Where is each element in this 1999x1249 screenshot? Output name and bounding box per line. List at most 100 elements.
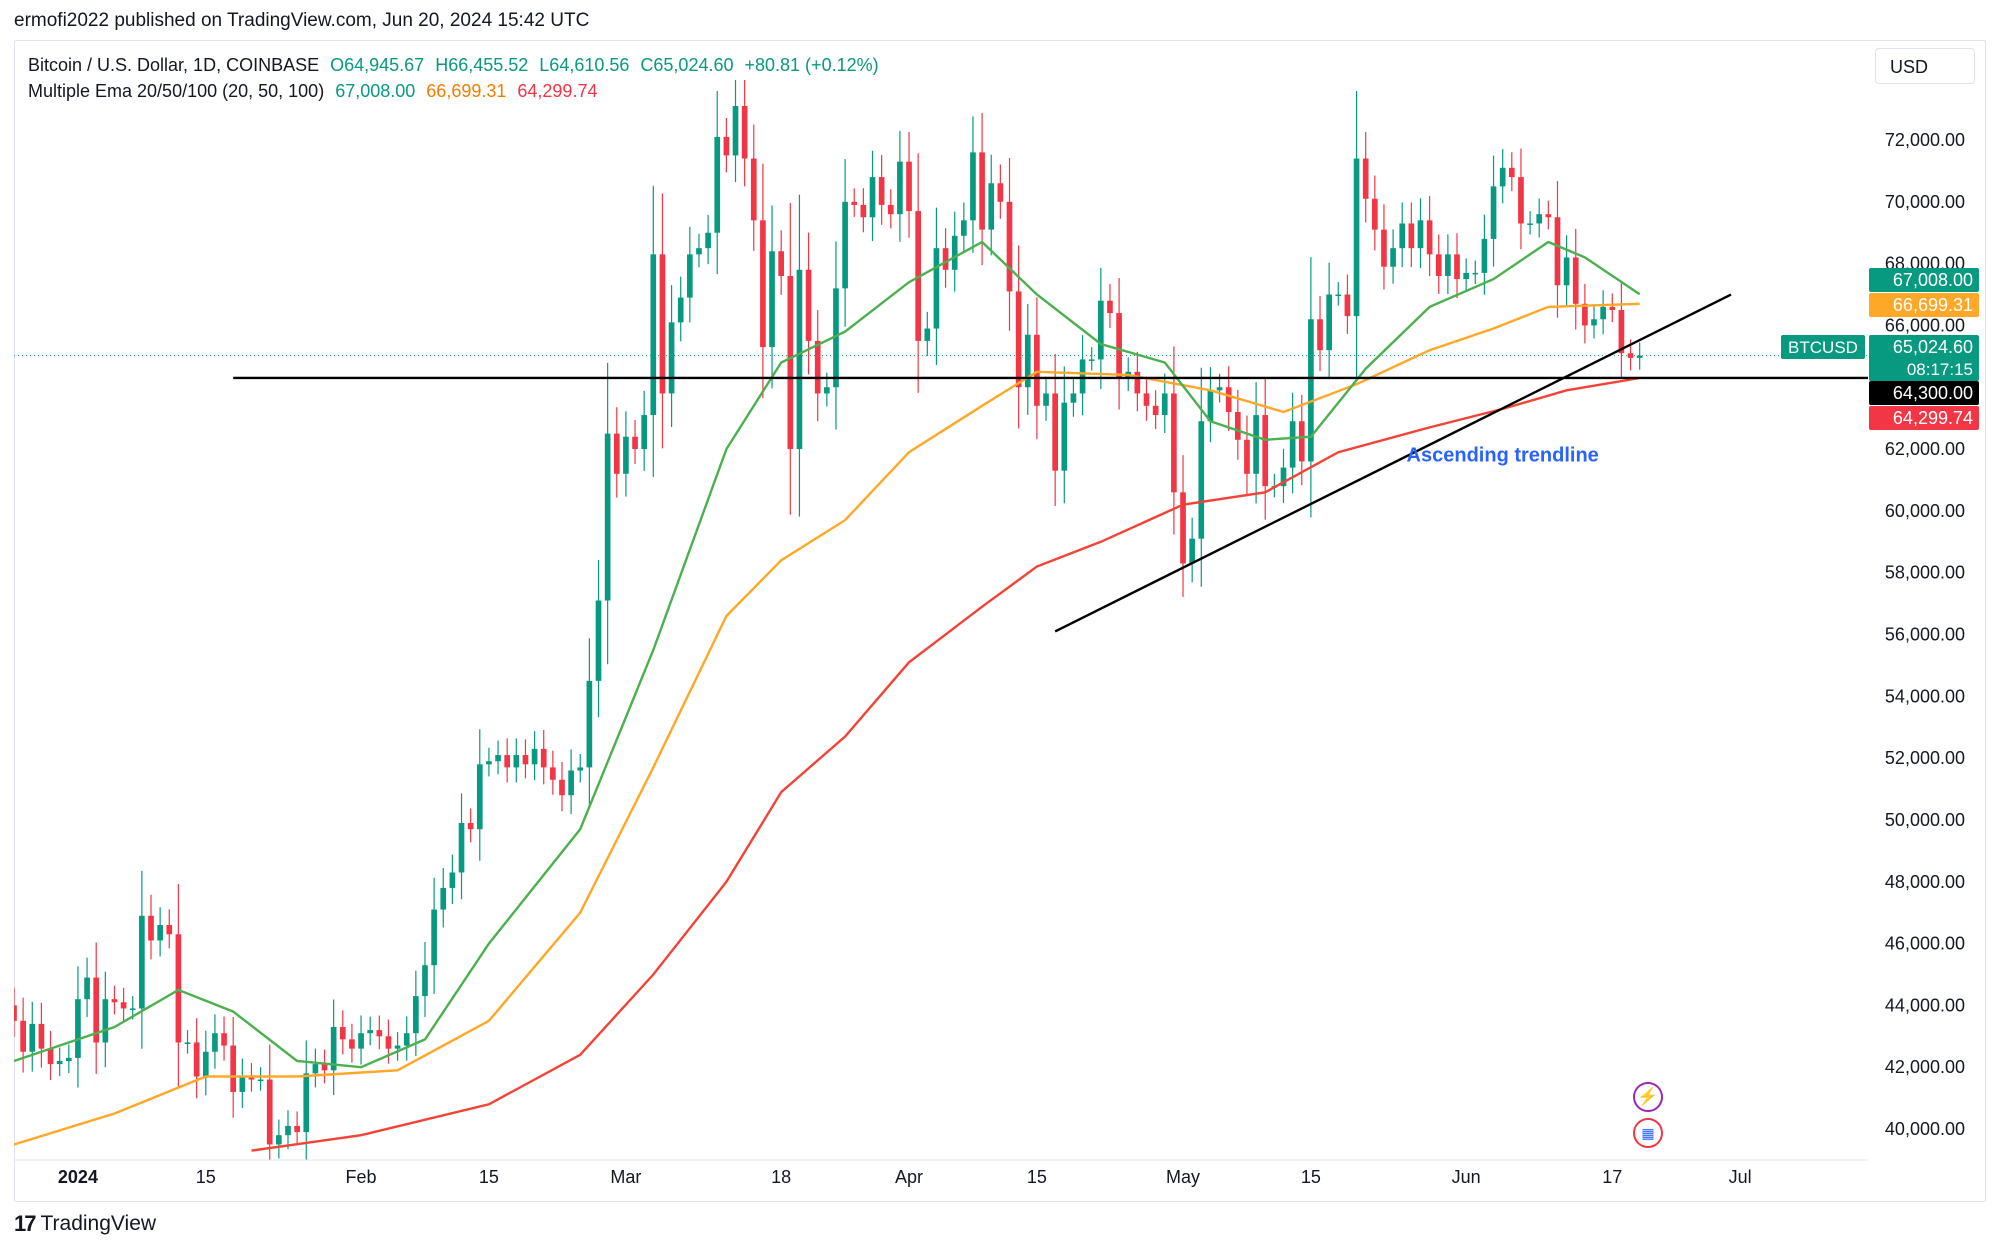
candle-body bbox=[385, 1036, 392, 1049]
candle-body bbox=[595, 600, 602, 681]
ema-label: Multiple Ema 20/50/100 (20, 50, 100) bbox=[28, 81, 325, 101]
candle-body bbox=[1417, 220, 1424, 249]
candle-body bbox=[1180, 492, 1186, 564]
candle-body bbox=[1426, 220, 1433, 255]
us-calendar-icon[interactable]: ▦ bbox=[1633, 1118, 1663, 1148]
candle-body bbox=[1225, 387, 1232, 412]
y-tick-label: 46,000.00 bbox=[1885, 934, 1965, 954]
candle-body bbox=[157, 925, 163, 941]
candle-body bbox=[641, 415, 648, 450]
candle-body bbox=[1298, 421, 1305, 462]
candle-body bbox=[696, 248, 702, 255]
y-tick-label: 50,000.00 bbox=[1885, 810, 1965, 830]
ema50-value: 66,699.31 bbox=[426, 81, 507, 101]
candle-body bbox=[1070, 393, 1077, 403]
candle-body bbox=[349, 1039, 355, 1049]
tradingview-mark-icon: 17 bbox=[14, 1211, 37, 1236]
candle-body bbox=[787, 275, 794, 450]
candle-body bbox=[1435, 254, 1442, 276]
candle-body bbox=[979, 152, 985, 230]
candle-body bbox=[166, 925, 173, 935]
candle-body bbox=[1600, 306, 1606, 320]
candle-body bbox=[1344, 294, 1351, 317]
candle-body bbox=[358, 1033, 364, 1049]
tradingview-logo[interactable]: 17 TradingView bbox=[14, 1211, 156, 1237]
candle-body bbox=[1253, 415, 1259, 474]
candle-body bbox=[559, 779, 565, 796]
candle-body bbox=[1362, 158, 1369, 199]
trendline-annotation: Ascending trendline bbox=[1407, 444, 1599, 466]
candle-body bbox=[851, 201, 858, 205]
candle-body bbox=[148, 915, 154, 941]
candle-body bbox=[513, 755, 520, 768]
candle-body bbox=[1472, 272, 1479, 275]
candle-body bbox=[120, 1002, 127, 1009]
candle-body bbox=[504, 755, 511, 768]
candle-body bbox=[102, 999, 109, 1043]
x-tick-label: 15 bbox=[479, 1167, 499, 1187]
candle-body bbox=[1527, 223, 1533, 225]
candle-body bbox=[257, 1079, 264, 1082]
candle-body bbox=[1609, 306, 1616, 310]
tradingview-brand: TradingView bbox=[40, 1212, 157, 1235]
candle-body bbox=[723, 136, 730, 156]
y-tick-label: 40,000.00 bbox=[1885, 1119, 1965, 1139]
candle-body bbox=[1052, 393, 1058, 471]
candle-body bbox=[330, 1027, 337, 1071]
candle-body bbox=[540, 748, 547, 768]
candle-body bbox=[1234, 411, 1241, 440]
ohlc-change: +80.81 (+0.12%) bbox=[744, 55, 879, 75]
candle-body bbox=[1508, 167, 1515, 178]
price-axis-label-box bbox=[1869, 268, 1979, 292]
candle-body bbox=[568, 770, 574, 796]
candle-body bbox=[650, 254, 657, 416]
candle-body bbox=[1582, 303, 1588, 326]
candle-body bbox=[687, 254, 693, 298]
candle-body bbox=[1618, 309, 1625, 354]
candle-body bbox=[1636, 355, 1643, 358]
lightning-icon[interactable]: ⚡ bbox=[1633, 1082, 1663, 1112]
candle-body bbox=[677, 297, 684, 323]
candle-body bbox=[522, 755, 529, 765]
candle-body bbox=[668, 322, 675, 394]
ascending-trendline bbox=[1054, 293, 1732, 633]
candle-body bbox=[321, 1064, 328, 1071]
ema50-line bbox=[14, 302, 1640, 1146]
symbol-tag-box bbox=[1781, 335, 1865, 359]
candle-body bbox=[1490, 186, 1497, 239]
candle-body bbox=[1097, 300, 1104, 360]
candle-body bbox=[129, 1008, 136, 1010]
candle-body bbox=[769, 251, 775, 348]
candle-body bbox=[212, 1033, 218, 1052]
candle-body bbox=[1399, 223, 1406, 249]
candle-body bbox=[1572, 257, 1579, 304]
candle-body bbox=[175, 934, 182, 1043]
y-tick-label: 42,000.00 bbox=[1885, 1057, 1965, 1077]
currency-button[interactable]: USD bbox=[1875, 48, 1975, 84]
candle-body bbox=[997, 183, 1004, 202]
price-axis-label: 64,299.74 bbox=[1893, 408, 1973, 428]
price-axis-label-box bbox=[1869, 381, 1979, 405]
price-axis-label: 65,024.60 bbox=[1893, 337, 1973, 357]
candle-body bbox=[239, 1076, 246, 1092]
candle-body bbox=[869, 177, 876, 218]
candle-body bbox=[1024, 334, 1031, 388]
countdown-label: 08:17:15 bbox=[1907, 360, 1973, 379]
candle-body bbox=[1006, 201, 1013, 292]
candle-body bbox=[942, 248, 949, 270]
candle-body bbox=[276, 1135, 282, 1145]
candle-body bbox=[623, 436, 629, 474]
candle-body bbox=[805, 269, 812, 341]
price-axis-label: 64,300.00 bbox=[1893, 383, 1973, 403]
candle-body bbox=[732, 106, 739, 156]
ema100-value: 64,299.74 bbox=[517, 81, 598, 101]
price-axis-label: 67,008.00 bbox=[1893, 270, 1973, 290]
y-tick-label: 58,000.00 bbox=[1885, 563, 1965, 583]
candle-body bbox=[632, 436, 638, 450]
candle-body bbox=[824, 387, 830, 394]
candle-body bbox=[248, 1076, 255, 1080]
candle-body bbox=[970, 152, 976, 221]
y-tick-label: 60,000.00 bbox=[1885, 501, 1965, 521]
y-tick-label: 72,000.00 bbox=[1885, 130, 1965, 150]
